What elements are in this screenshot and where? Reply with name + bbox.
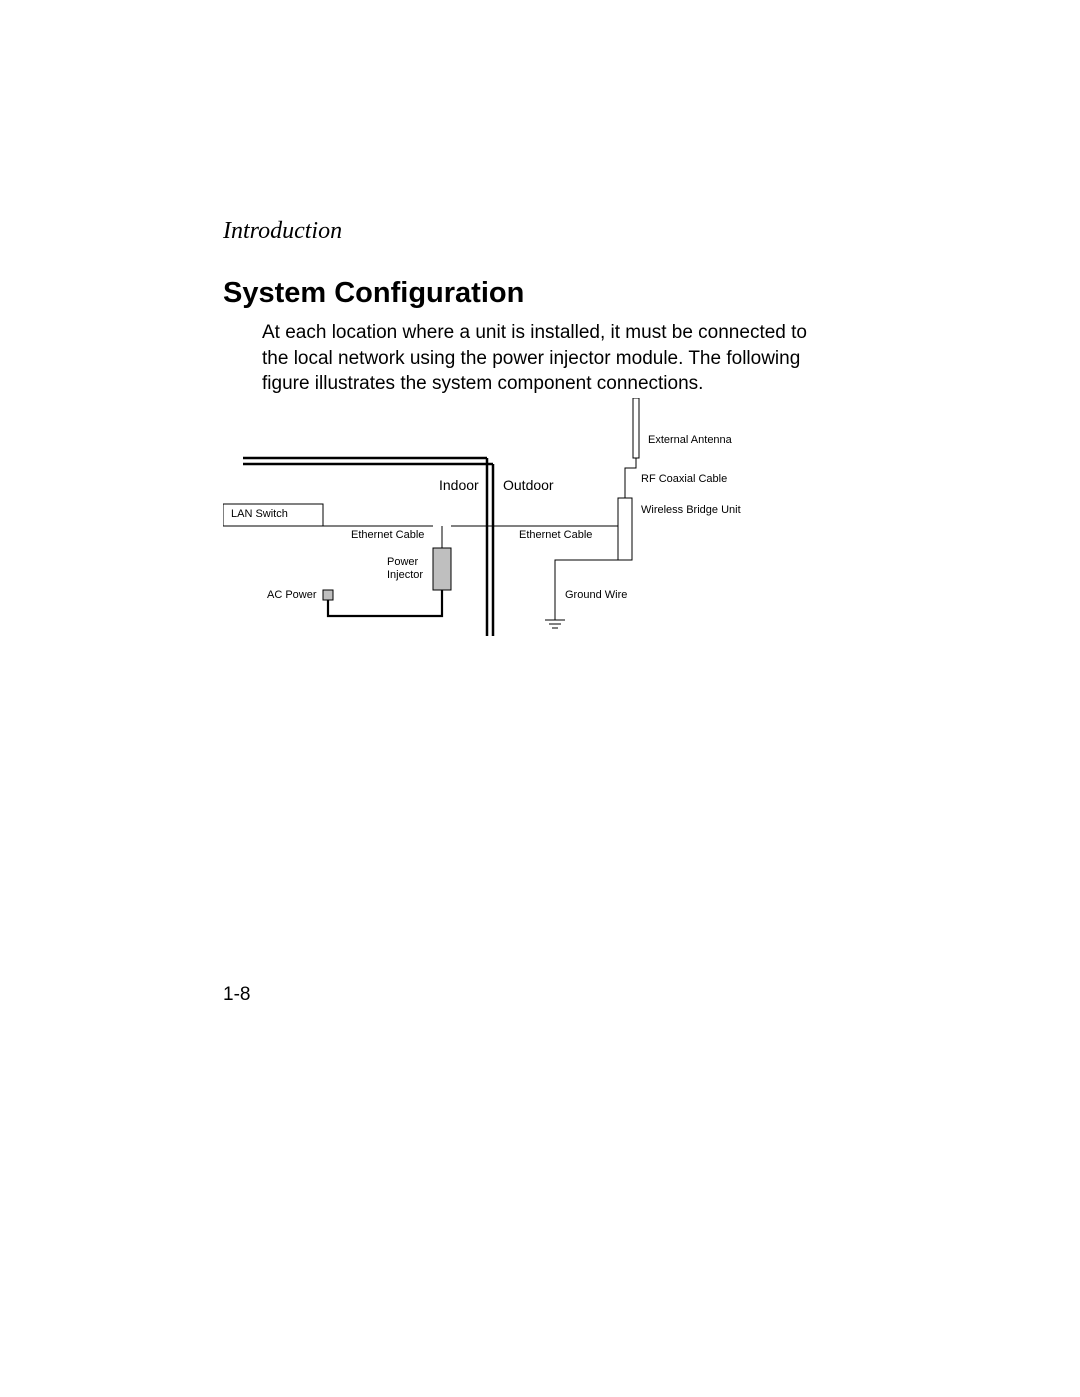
- section-header: Introduction: [223, 218, 342, 245]
- label-ac-power: AC Power: [267, 589, 317, 601]
- label-lan-switch: LAN Switch: [231, 508, 288, 520]
- label-indoor: Indoor: [439, 477, 479, 493]
- page-title: System Configuration: [223, 277, 524, 310]
- body-paragraph: At each location where a unit is install…: [262, 320, 832, 397]
- label-wbu: Wireless Bridge Unit: [641, 504, 741, 516]
- label-ethernet-in: Ethernet Cable: [351, 529, 424, 541]
- page-number: 1-8: [223, 984, 250, 1006]
- label-outdoor: Outdoor: [503, 477, 554, 493]
- system-diagram: Indoor Outdoor LAN Switch Ethernet Cable…: [223, 398, 863, 658]
- label-rf-coax: RF Coaxial Cable: [641, 473, 727, 485]
- diagram-svg: [223, 398, 863, 658]
- label-ethernet-out: Ethernet Cable: [519, 529, 592, 541]
- label-power-injector-1: Power: [387, 556, 418, 568]
- document-page: Introduction System Configuration At eac…: [0, 0, 1080, 1397]
- label-external-antenna: External Antenna: [648, 434, 732, 446]
- label-ground-wire: Ground Wire: [565, 589, 627, 601]
- label-power-injector-2: Injector: [387, 569, 423, 581]
